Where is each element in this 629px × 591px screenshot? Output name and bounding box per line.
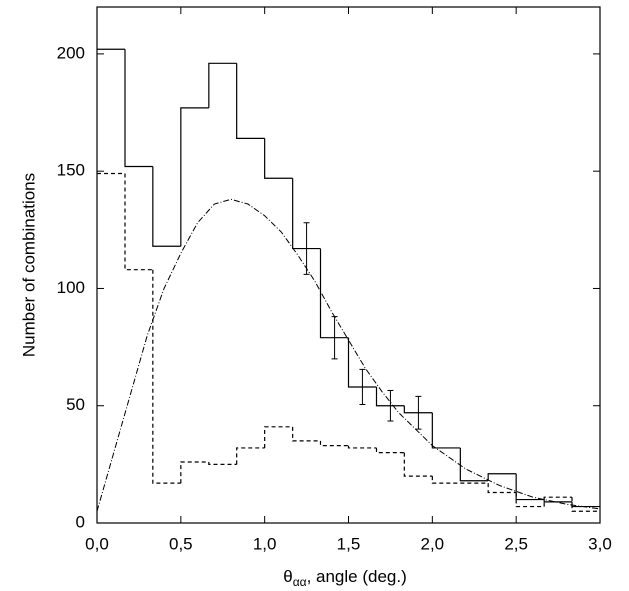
x-label-subscript: αα	[293, 575, 307, 589]
fit-curve	[96, 198, 601, 512]
histogram-bin	[571, 497, 600, 512]
histogram-bin	[347, 445, 377, 449]
error-bar	[303, 222, 310, 275]
histogram-bin	[180, 461, 209, 484]
histogram-bin	[515, 492, 545, 508]
histogram-bin	[264, 426, 293, 448]
histogram-bin	[264, 138, 293, 179]
histogram-bin	[124, 173, 153, 271]
x-tick-label: 3,0	[588, 534, 612, 553]
y-tick-label: 150	[57, 161, 85, 180]
histogram-bin	[319, 440, 349, 447]
histogram-bin	[208, 462, 237, 465]
histogram-bin	[375, 447, 405, 454]
y-tick-label: 200	[57, 43, 85, 62]
x-tick-label: 1,5	[337, 534, 361, 553]
histogram-bin	[347, 337, 377, 388]
error-bar	[415, 395, 422, 430]
histogram-bin	[124, 49, 153, 168]
y-tick-label: 0	[76, 512, 85, 531]
x-label-text: , angle (deg.)	[307, 567, 407, 586]
x-tick-label: 0,5	[169, 534, 193, 553]
histogram-bin	[152, 269, 181, 484]
histogram-bin	[292, 426, 321, 442]
error-bar	[387, 389, 394, 422]
histogram-bin	[487, 473, 517, 481]
histogram-bin	[431, 476, 461, 484]
y-tick-label: 50	[66, 395, 85, 414]
x-tick-label: 1,0	[253, 534, 277, 553]
error-bar	[359, 368, 366, 406]
histogram-bin	[515, 473, 545, 501]
histogram-bin	[375, 386, 405, 407]
histogram-bin	[403, 405, 433, 414]
histogram-bin	[487, 483, 517, 494]
histogram-bin	[236, 447, 265, 465]
histogram-bin	[571, 501, 600, 508]
histogram-bin	[180, 107, 209, 247]
histogram-bin	[459, 447, 489, 482]
y-tick-label: 100	[57, 278, 85, 297]
y-axis-label: Number of combinations	[19, 173, 38, 357]
histogram-bin	[431, 412, 461, 449]
x-tick-label: 2,5	[504, 534, 528, 553]
histogram-bin	[319, 248, 349, 339]
histogram-bin	[403, 452, 433, 477]
x-tick-label: 0,0	[85, 534, 109, 553]
histogram-bin	[543, 496, 572, 507]
histogram-bin	[543, 499, 572, 503]
x-tick-label: 2,0	[421, 534, 445, 553]
histogram-bin	[208, 62, 237, 108]
histogram-bin	[152, 166, 181, 247]
histogram-bin	[236, 63, 265, 139]
x-axis-label: θαα, angle (deg.)	[283, 567, 407, 589]
x-label-symbol: θ	[283, 567, 292, 586]
